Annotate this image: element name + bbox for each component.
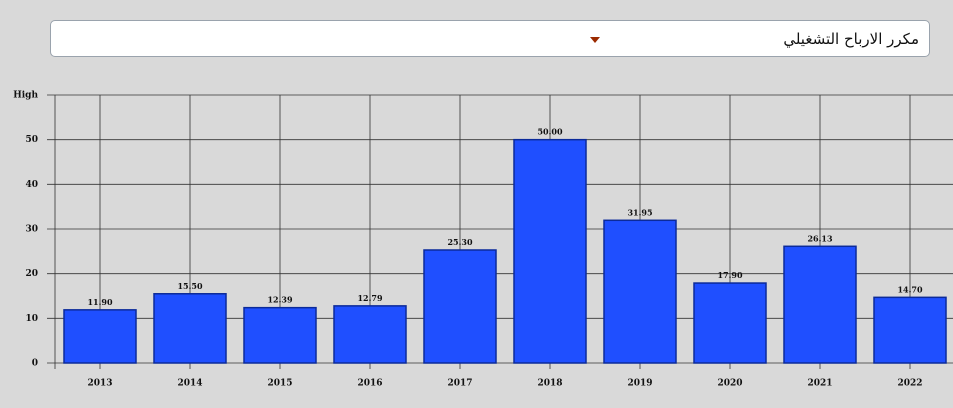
y-tick-label: 20 — [25, 269, 38, 279]
data-label: 11.90 — [87, 297, 112, 307]
bar — [333, 305, 407, 364]
x-tick-label: 2013 — [87, 379, 112, 389]
dropdown-text: مكرر الارباح التشغيلي — [783, 30, 919, 48]
data-label: 14.70 — [897, 284, 922, 294]
dropdown[interactable]: مكرر الارباح التشغيلي — [50, 20, 930, 57]
dropdown-arrow[interactable] — [590, 37, 600, 43]
bar — [603, 219, 677, 364]
y-tick-label: High — [13, 91, 38, 101]
x-tick-label: 2017 — [447, 379, 472, 389]
x-tick-label: 2018 — [537, 379, 562, 389]
bar — [153, 293, 227, 364]
y-tick-label: 0 — [32, 359, 38, 369]
data-label: 17.90 — [717, 270, 742, 280]
y-tick-label: 30 — [25, 225, 38, 235]
data-label: 12.39 — [267, 295, 292, 305]
data-label: 26.13 — [807, 233, 832, 243]
x-tick-label: 2016 — [357, 379, 382, 389]
bar — [513, 138, 587, 364]
bar — [423, 249, 497, 364]
x-tick-label: 2021 — [807, 379, 832, 389]
data-label: 25.30 — [447, 237, 472, 247]
y-tick-label: 40 — [25, 180, 38, 190]
bar — [693, 282, 767, 364]
x-tick-label: 2015 — [267, 379, 292, 389]
data-label: 12.79 — [357, 293, 382, 303]
bar — [873, 296, 947, 364]
x-tick-label: 2022 — [897, 379, 922, 389]
x-tick-label: 2020 — [717, 379, 742, 389]
bar — [243, 306, 317, 364]
data-label: 31.95 — [627, 207, 652, 217]
x-tick-label: 2019 — [627, 379, 652, 389]
data-label: 15.50 — [177, 281, 202, 291]
data-label: 50.00 — [537, 127, 562, 137]
y-tick-label: 50 — [25, 135, 38, 145]
x-tick-label: 2014 — [177, 379, 202, 389]
y-tick-label: 10 — [25, 314, 38, 324]
bar — [63, 309, 137, 364]
bar — [783, 245, 857, 364]
